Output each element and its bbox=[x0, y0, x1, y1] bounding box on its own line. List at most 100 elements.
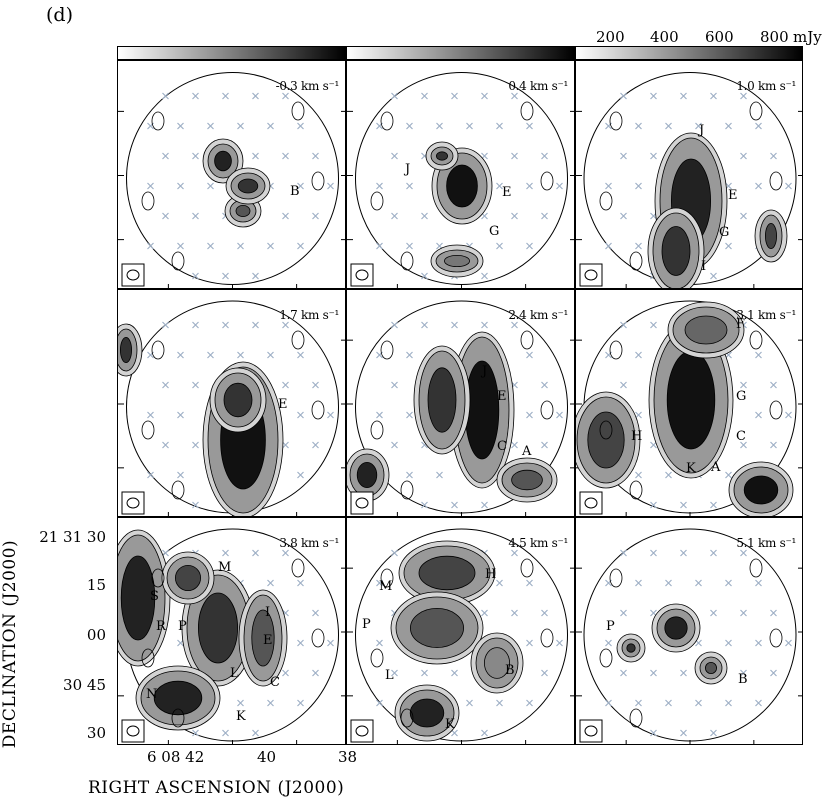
pointing-center-cross bbox=[541, 669, 548, 677]
velocity-label-6: 3.1 km s⁻¹ bbox=[736, 308, 796, 322]
pointing-center-cross bbox=[162, 441, 169, 449]
pointing-center-cross bbox=[725, 579, 732, 587]
pointing-center-cross bbox=[312, 152, 319, 160]
pointing-center-cross bbox=[541, 381, 548, 389]
pointing-center-cross bbox=[192, 212, 199, 220]
pointing-center-cross bbox=[740, 549, 747, 557]
pointing-center-cross bbox=[605, 639, 612, 647]
pointing-center-cross bbox=[605, 182, 612, 190]
pointing-center-cross bbox=[421, 212, 428, 220]
pointing-center-cross bbox=[755, 182, 762, 190]
pointing-center-cross bbox=[391, 92, 398, 100]
noise-contour bbox=[380, 568, 394, 588]
pointing-center-cross bbox=[177, 182, 184, 190]
beam-ellipse bbox=[355, 497, 369, 509]
source-label: B bbox=[738, 672, 748, 687]
pointing-center-cross bbox=[237, 122, 244, 130]
pointing-center-cross bbox=[770, 609, 777, 617]
emission-contour-core bbox=[223, 382, 253, 418]
pointing-center-cross bbox=[710, 272, 717, 280]
pointing-center-cross bbox=[391, 669, 398, 677]
pointing-center-cross bbox=[177, 411, 184, 419]
y-tick-3: 00 bbox=[86, 626, 106, 644]
pointing-center-cross bbox=[406, 351, 413, 359]
source-label: L bbox=[385, 668, 394, 683]
source-label: G bbox=[736, 389, 746, 404]
beam-ellipse bbox=[584, 269, 598, 281]
pointing-center-cross bbox=[556, 411, 563, 419]
pointing-center-cross bbox=[665, 699, 672, 707]
source-label: P bbox=[178, 619, 187, 634]
noise-contour bbox=[291, 330, 305, 350]
noise-contour bbox=[311, 400, 325, 420]
pointing-center-cross bbox=[451, 92, 458, 100]
pointing-center-cross bbox=[620, 609, 627, 617]
source-label: J bbox=[697, 123, 704, 138]
channel-map-2: J E G bbox=[347, 72, 574, 288]
velocity-label-3: 1.0 km s⁻¹ bbox=[736, 79, 796, 93]
pointing-center-cross bbox=[297, 122, 304, 130]
pointing-center-cross bbox=[526, 579, 533, 587]
pointing-center-cross bbox=[147, 182, 154, 190]
pointing-center-cross bbox=[526, 411, 533, 419]
channel-map-6: F G C H K A bbox=[576, 300, 802, 516]
emission-contour-core bbox=[409, 698, 445, 728]
noise-contour bbox=[749, 558, 763, 578]
emission-contour-core bbox=[661, 226, 691, 276]
pointing-center-cross bbox=[620, 669, 627, 677]
source-label: N bbox=[146, 687, 157, 702]
pointing-center-cross bbox=[785, 639, 792, 647]
pointing-center-cross bbox=[680, 92, 687, 100]
pointing-center-cross bbox=[481, 272, 488, 280]
source-label: E bbox=[497, 389, 507, 404]
velocity-label-5: 2.4 km s⁻¹ bbox=[508, 308, 568, 322]
pointing-center-cross bbox=[526, 182, 533, 190]
pointing-center-cross bbox=[556, 639, 563, 647]
channel-panel-4: E 1.7 km s⁻¹ bbox=[117, 289, 346, 517]
source-label: B bbox=[290, 184, 300, 199]
noise-contour bbox=[599, 648, 613, 668]
emission-contour-core bbox=[120, 555, 156, 641]
noise-contour bbox=[520, 330, 534, 350]
pointing-center-cross bbox=[755, 579, 762, 587]
source-label: K bbox=[445, 717, 455, 732]
noise-contour bbox=[400, 708, 414, 728]
emission-contour-core bbox=[743, 475, 779, 505]
channel-panel-8: H M P L B K 4.5 km s⁻¹ bbox=[346, 517, 575, 745]
channel-panel-1: B -0.3 km s⁻¹ bbox=[117, 60, 346, 289]
pointing-center-cross bbox=[406, 182, 413, 190]
velocity-label-7: 3.8 km s⁻¹ bbox=[279, 536, 339, 550]
pointing-center-cross bbox=[511, 321, 518, 329]
panel-label: (d) bbox=[46, 4, 73, 26]
pointing-center-cross bbox=[391, 212, 398, 220]
channel-map-1: B bbox=[118, 72, 345, 288]
pointing-center-cross bbox=[391, 381, 398, 389]
pointing-center-cross bbox=[481, 321, 488, 329]
emission-contour-core bbox=[120, 337, 132, 364]
pointing-center-cross bbox=[665, 579, 672, 587]
colorbar-strip-2 bbox=[346, 46, 575, 60]
pointing-center-cross bbox=[695, 699, 702, 707]
noise-contour bbox=[311, 171, 325, 191]
pointing-center-cross bbox=[327, 639, 334, 647]
pointing-center-cross bbox=[785, 182, 792, 190]
emission-contour-core bbox=[444, 254, 471, 267]
channel-panel-2: J E G 0.4 km s⁻¹ bbox=[346, 60, 575, 289]
pointing-center-cross bbox=[406, 471, 413, 479]
velocity-label-9: 5.1 km s⁻¹ bbox=[736, 536, 796, 550]
pointing-center-cross bbox=[192, 321, 199, 329]
velocity-label-8: 4.5 km s⁻¹ bbox=[508, 536, 568, 550]
pointing-center-cross bbox=[177, 351, 184, 359]
pointing-center-cross bbox=[451, 729, 458, 737]
emission-contour-core bbox=[684, 315, 728, 345]
emission-contour-core bbox=[214, 150, 232, 172]
beam-box bbox=[121, 719, 145, 743]
beam-box bbox=[121, 491, 145, 515]
pointing-center-cross bbox=[421, 272, 428, 280]
pointing-center-cross bbox=[650, 321, 657, 329]
pointing-center-cross bbox=[541, 441, 548, 449]
pointing-center-cross bbox=[755, 122, 762, 130]
source-label: H bbox=[485, 567, 496, 582]
pointing-center-cross bbox=[252, 152, 259, 160]
